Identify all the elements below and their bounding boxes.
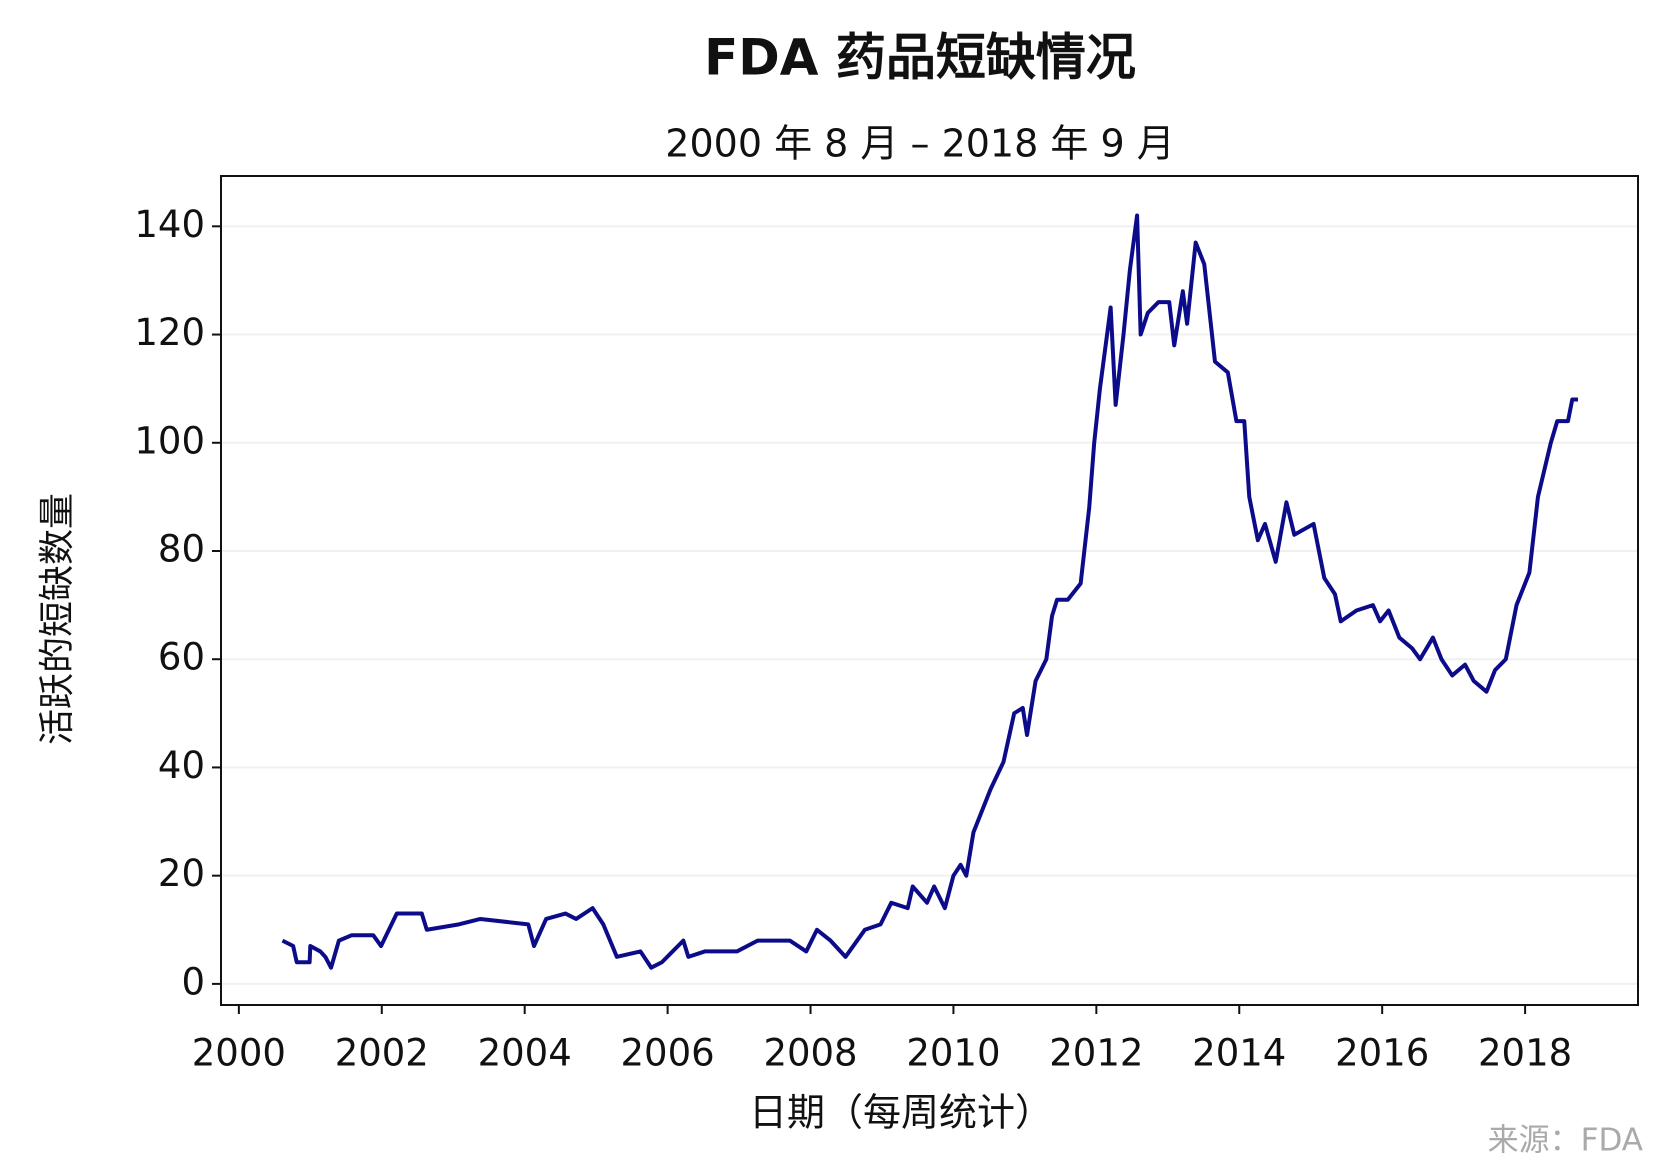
source-note: 来源：FDA: [1488, 1123, 1643, 1159]
x-tick-label: 2010: [906, 1032, 1000, 1075]
y-axis-label: 活跃的短缺数量: [37, 493, 78, 745]
y-tick-label: 120: [134, 311, 205, 354]
x-tick-label: 2006: [621, 1032, 715, 1075]
y-tick-label: 0: [181, 960, 205, 1003]
x-tick-label: 2018: [1478, 1032, 1572, 1075]
x-tick-label: 2014: [1192, 1032, 1286, 1075]
x-tick-label: 2002: [335, 1032, 429, 1075]
plot-frame: [220, 175, 1639, 1006]
x-tick-label: 2000: [192, 1032, 286, 1075]
chart-title: FDA 药品短缺情况: [704, 29, 1136, 87]
y-tick-label: 140: [134, 203, 205, 246]
x-tick-label: 2008: [763, 1032, 857, 1075]
x-axis-label: 日期（每周统计）: [749, 1091, 1053, 1135]
y-tick-label: 20: [158, 852, 205, 895]
x-tick-label: 2004: [478, 1032, 572, 1075]
chart-subtitle: 2000 年 8 月 – 2018 年 9 月: [665, 122, 1174, 166]
y-tick-label: 80: [158, 527, 205, 570]
y-tick-label: 40: [158, 744, 205, 787]
x-tick-label: 2012: [1049, 1032, 1143, 1075]
data-line: [281, 213, 1578, 970]
y-tick-label: 60: [158, 636, 205, 679]
x-tick-label: 2016: [1335, 1032, 1429, 1075]
y-tick-label: 100: [134, 419, 205, 462]
